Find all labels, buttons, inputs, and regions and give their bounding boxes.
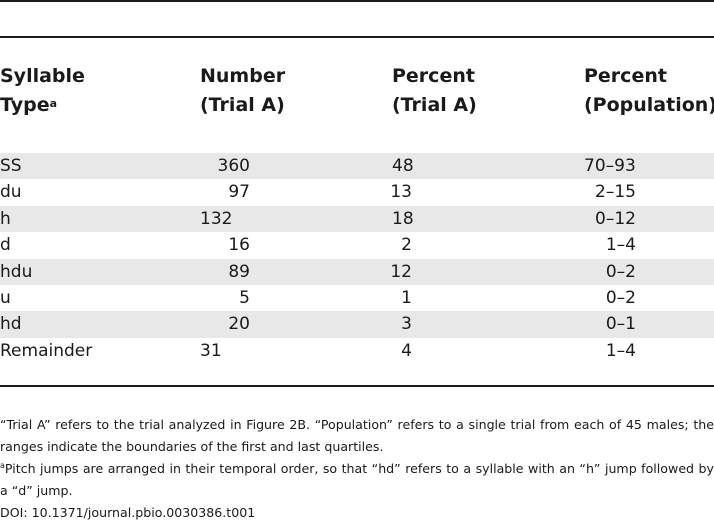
table-row: h 132 18 0–12 <box>0 205 714 233</box>
cell-percent-population: 0–2 <box>605 287 636 308</box>
cell-percent-population: 0–2 <box>605 261 636 282</box>
cell-percent-trial: 13 <box>390 182 412 203</box>
header-percent-pop-line2: (Population) <box>584 94 714 116</box>
cell-percent-population: 0–12 <box>595 208 636 229</box>
cell-syllable-type: hdu <box>0 261 33 282</box>
cell-percent-population: 1–4 <box>605 340 636 361</box>
cell-percent-trial: 2 <box>401 235 412 256</box>
header-type-text: Type <box>0 94 50 116</box>
footnote-marker: a <box>0 461 5 470</box>
cell-percent-population: 2–15 <box>595 182 636 203</box>
cell-syllable-type: u <box>0 287 11 308</box>
header-percent-population: Percent (Population) <box>584 62 714 120</box>
cell-number: 89 <box>228 261 250 282</box>
table-row: hdu 89 12 0–2 <box>0 258 714 285</box>
cell-number: 16 <box>228 235 250 256</box>
table-header: Syllable Typea Number (Trial A) Percent … <box>0 62 714 122</box>
header-top-rule <box>0 36 714 38</box>
cell-syllable-type: Remainder <box>0 340 93 361</box>
cell-percent-trial: 18 <box>392 208 414 229</box>
header-percent-trial-line1: Percent <box>392 65 475 87</box>
header-syllable-type: Syllable Typea <box>0 62 85 120</box>
table-row: SS 360 48 70–93 <box>0 153 714 180</box>
header-syllable-line1: Syllable <box>0 65 85 87</box>
cell-percent-population: 70–93 <box>584 156 636 176</box>
cell-syllable-type: h <box>0 208 11 229</box>
top-rule <box>0 0 714 2</box>
table-row: d 16 2 1–4 <box>0 232 714 258</box>
cell-percent-trial: 4 <box>401 340 412 361</box>
cell-number: 5 <box>239 287 250 308</box>
cell-percent-trial: 48 <box>392 156 414 176</box>
header-number-line1: Number <box>200 65 286 87</box>
cell-percent-population: 0–1 <box>605 314 636 335</box>
doi-label: DOI: 10.1371/journal.pbio.0030386.t001 <box>0 505 256 520</box>
footnote-general: “Trial A” refers to the trial analyzed i… <box>0 417 714 454</box>
cell-percent-population: 1–4 <box>605 235 636 256</box>
header-percent-pop-line1: Percent <box>584 65 667 87</box>
header-number-line2: (Trial A) <box>200 94 285 116</box>
cell-syllable-type: SS <box>0 156 22 176</box>
footnote-a: aPitch jumps are arranged in their tempo… <box>0 458 714 502</box>
cell-number: 97 <box>228 182 250 203</box>
cell-number: 20 <box>228 314 250 335</box>
cell-syllable-type: du <box>0 182 22 203</box>
footnote-a-text: Pitch jumps are arranged in their tempor… <box>0 461 714 498</box>
cell-syllable-type: d <box>0 235 11 256</box>
cell-number: 31 <box>200 340 222 361</box>
cell-number: 360 <box>217 156 250 176</box>
header-number: Number (Trial A) <box>200 62 285 120</box>
header-syllable-line2: Typea <box>0 91 85 120</box>
table-footnotes: “Trial A” refers to the trial analyzed i… <box>0 414 714 524</box>
table-row: du 97 13 2–15 <box>0 179 714 205</box>
table-row: Remainder 31 4 1–4 <box>0 338 714 364</box>
footnote-marker: a <box>49 97 58 110</box>
header-percent-trial-line2: (Trial A) <box>392 94 477 116</box>
bottom-rule <box>0 385 714 387</box>
header-percent-trial: Percent (Trial A) <box>392 62 477 120</box>
cell-percent-trial: 1 <box>401 287 412 308</box>
table-row: hd 20 3 0–1 <box>0 311 714 338</box>
cell-syllable-type: hd <box>0 314 22 335</box>
cell-number: 132 <box>200 208 233 229</box>
table-body: SS 360 48 70–93 du 97 13 2–15 h 132 18 0… <box>0 153 714 364</box>
cell-percent-trial: 12 <box>390 261 412 282</box>
table-row: u 5 1 0–2 <box>0 285 714 311</box>
cell-percent-trial: 3 <box>401 314 412 335</box>
